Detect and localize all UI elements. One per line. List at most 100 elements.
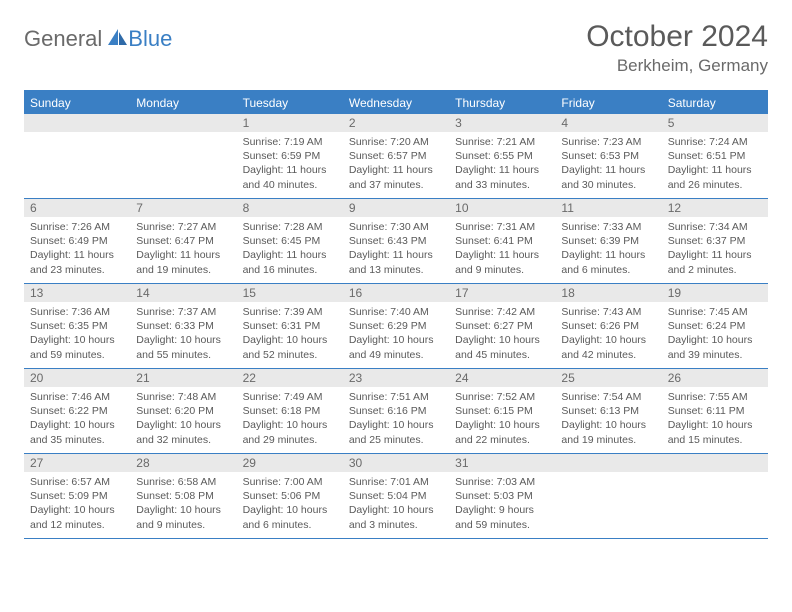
daylight-line: Daylight: 10 hours and 45 minutes. (455, 333, 549, 361)
location: Berkheim, Germany (586, 56, 768, 76)
sunrise-line: Sunrise: 7:43 AM (561, 305, 655, 319)
calendar-week: 1Sunrise: 7:19 AMSunset: 6:59 PMDaylight… (24, 114, 768, 199)
daylight-line: Daylight: 11 hours and 37 minutes. (349, 163, 443, 191)
sunset-line: Sunset: 6:45 PM (243, 234, 337, 248)
sunrise-line: Sunrise: 7:33 AM (561, 220, 655, 234)
calendar-day: 22Sunrise: 7:49 AMSunset: 6:18 PMDayligh… (237, 369, 343, 453)
logo-text-general: General (24, 26, 102, 52)
sunset-line: Sunset: 6:20 PM (136, 404, 230, 418)
calendar-day: 28Sunrise: 6:58 AMSunset: 5:08 PMDayligh… (130, 454, 236, 538)
daylight-line: Daylight: 11 hours and 23 minutes. (30, 248, 124, 276)
day-details: Sunrise: 7:30 AMSunset: 6:43 PMDaylight:… (343, 217, 449, 281)
sunset-line: Sunset: 6:57 PM (349, 149, 443, 163)
daylight-line: Daylight: 10 hours and 35 minutes. (30, 418, 124, 446)
daylight-line: Daylight: 10 hours and 29 minutes. (243, 418, 337, 446)
sunrise-line: Sunrise: 7:49 AM (243, 390, 337, 404)
daylight-line: Daylight: 10 hours and 15 minutes. (668, 418, 762, 446)
calendar-day: 26Sunrise: 7:55 AMSunset: 6:11 PMDayligh… (662, 369, 768, 453)
day-header: Friday (555, 92, 661, 114)
sunset-line: Sunset: 6:18 PM (243, 404, 337, 418)
daylight-line: Daylight: 11 hours and 2 minutes. (668, 248, 762, 276)
sunrise-line: Sunrise: 7:30 AM (349, 220, 443, 234)
day-number: 1 (237, 114, 343, 132)
daylight-line: Daylight: 10 hours and 59 minutes. (30, 333, 124, 361)
day-number: 10 (449, 199, 555, 217)
daylight-line: Daylight: 10 hours and 55 minutes. (136, 333, 230, 361)
daylight-line: Daylight: 10 hours and 19 minutes. (561, 418, 655, 446)
day-number: 21 (130, 369, 236, 387)
sunrise-line: Sunrise: 7:26 AM (30, 220, 124, 234)
daylight-line: Daylight: 11 hours and 6 minutes. (561, 248, 655, 276)
day-details (24, 132, 130, 139)
sunrise-line: Sunrise: 7:01 AM (349, 475, 443, 489)
daylight-line: Daylight: 11 hours and 19 minutes. (136, 248, 230, 276)
sunset-line: Sunset: 6:11 PM (668, 404, 762, 418)
day-number: 17 (449, 284, 555, 302)
sunrise-line: Sunrise: 7:48 AM (136, 390, 230, 404)
calendar-body: 1Sunrise: 7:19 AMSunset: 6:59 PMDaylight… (24, 114, 768, 539)
sunrise-line: Sunrise: 7:37 AM (136, 305, 230, 319)
day-details: Sunrise: 7:26 AMSunset: 6:49 PMDaylight:… (24, 217, 130, 281)
sunset-line: Sunset: 6:24 PM (668, 319, 762, 333)
calendar-day: 7Sunrise: 7:27 AMSunset: 6:47 PMDaylight… (130, 199, 236, 283)
calendar-day: 20Sunrise: 7:46 AMSunset: 6:22 PMDayligh… (24, 369, 130, 453)
day-details: Sunrise: 7:01 AMSunset: 5:04 PMDaylight:… (343, 472, 449, 536)
logo: General Blue (24, 20, 172, 52)
calendar-day: 25Sunrise: 7:54 AMSunset: 6:13 PMDayligh… (555, 369, 661, 453)
sunrise-line: Sunrise: 7:21 AM (455, 135, 549, 149)
sunrise-line: Sunrise: 6:57 AM (30, 475, 124, 489)
sunset-line: Sunset: 6:22 PM (30, 404, 124, 418)
sunrise-line: Sunrise: 7:23 AM (561, 135, 655, 149)
sunrise-line: Sunrise: 7:31 AM (455, 220, 549, 234)
day-details: Sunrise: 7:19 AMSunset: 6:59 PMDaylight:… (237, 132, 343, 196)
sunrise-line: Sunrise: 7:03 AM (455, 475, 549, 489)
daylight-line: Daylight: 10 hours and 52 minutes. (243, 333, 337, 361)
daylight-line: Daylight: 10 hours and 25 minutes. (349, 418, 443, 446)
sunset-line: Sunset: 5:06 PM (243, 489, 337, 503)
day-details: Sunrise: 7:39 AMSunset: 6:31 PMDaylight:… (237, 302, 343, 366)
day-number: 4 (555, 114, 661, 132)
day-details: Sunrise: 7:37 AMSunset: 6:33 PMDaylight:… (130, 302, 236, 366)
sunset-line: Sunset: 6:13 PM (561, 404, 655, 418)
daylight-line: Daylight: 10 hours and 6 minutes. (243, 503, 337, 531)
day-details: Sunrise: 7:23 AMSunset: 6:53 PMDaylight:… (555, 132, 661, 196)
calendar-day: 14Sunrise: 7:37 AMSunset: 6:33 PMDayligh… (130, 284, 236, 368)
calendar-week: 6Sunrise: 7:26 AMSunset: 6:49 PMDaylight… (24, 199, 768, 284)
calendar-day: 9Sunrise: 7:30 AMSunset: 6:43 PMDaylight… (343, 199, 449, 283)
sunrise-line: Sunrise: 7:19 AM (243, 135, 337, 149)
sunset-line: Sunset: 6:41 PM (455, 234, 549, 248)
sunset-line: Sunset: 5:03 PM (455, 489, 549, 503)
day-number: 24 (449, 369, 555, 387)
day-details (555, 472, 661, 479)
sunset-line: Sunset: 6:55 PM (455, 149, 549, 163)
daylight-line: Daylight: 11 hours and 30 minutes. (561, 163, 655, 191)
day-details: Sunrise: 7:27 AMSunset: 6:47 PMDaylight:… (130, 217, 236, 281)
day-header: Wednesday (343, 92, 449, 114)
day-details: Sunrise: 7:36 AMSunset: 6:35 PMDaylight:… (24, 302, 130, 366)
sunset-line: Sunset: 6:35 PM (30, 319, 124, 333)
day-number (662, 454, 768, 472)
daylight-line: Daylight: 11 hours and 40 minutes. (243, 163, 337, 191)
day-number: 7 (130, 199, 236, 217)
calendar: SundayMondayTuesdayWednesdayThursdayFrid… (24, 90, 768, 539)
daylight-line: Daylight: 10 hours and 49 minutes. (349, 333, 443, 361)
daylight-line: Daylight: 10 hours and 9 minutes. (136, 503, 230, 531)
sunrise-line: Sunrise: 7:51 AM (349, 390, 443, 404)
daylight-line: Daylight: 11 hours and 13 minutes. (349, 248, 443, 276)
day-number: 3 (449, 114, 555, 132)
day-header: Sunday (24, 92, 130, 114)
sunrise-line: Sunrise: 7:45 AM (668, 305, 762, 319)
day-details (130, 132, 236, 139)
day-number: 5 (662, 114, 768, 132)
sunrise-line: Sunrise: 7:52 AM (455, 390, 549, 404)
calendar-day: 31Sunrise: 7:03 AMSunset: 5:03 PMDayligh… (449, 454, 555, 538)
day-details: Sunrise: 6:57 AMSunset: 5:09 PMDaylight:… (24, 472, 130, 536)
day-number: 13 (24, 284, 130, 302)
day-details: Sunrise: 7:31 AMSunset: 6:41 PMDaylight:… (449, 217, 555, 281)
day-details: Sunrise: 7:24 AMSunset: 6:51 PMDaylight:… (662, 132, 768, 196)
day-number: 19 (662, 284, 768, 302)
day-details: Sunrise: 7:51 AMSunset: 6:16 PMDaylight:… (343, 387, 449, 451)
day-number: 8 (237, 199, 343, 217)
day-number: 31 (449, 454, 555, 472)
day-number: 14 (130, 284, 236, 302)
